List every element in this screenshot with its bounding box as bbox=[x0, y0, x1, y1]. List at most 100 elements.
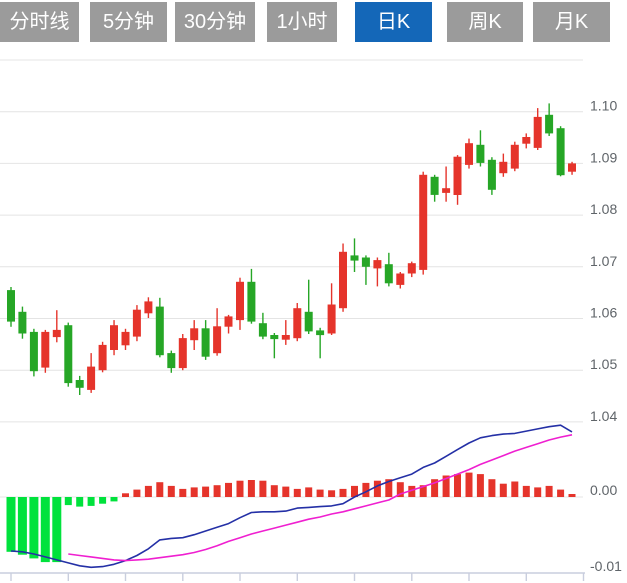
price-gridlines bbox=[0, 59, 583, 423]
candle-down bbox=[270, 333, 279, 359]
macd-bar-positive bbox=[431, 479, 439, 497]
macd-bar-negative bbox=[6, 497, 16, 552]
candle-up bbox=[98, 341, 107, 373]
macd-bar-positive bbox=[247, 480, 255, 497]
macd-bar-positive bbox=[167, 485, 175, 497]
candle-down bbox=[7, 287, 15, 327]
macd-bar-positive bbox=[499, 483, 507, 497]
macd-bar-positive bbox=[511, 481, 519, 497]
macd-bar-positive bbox=[225, 482, 232, 497]
macd-bar-positive bbox=[133, 489, 141, 497]
candle-up bbox=[132, 305, 141, 342]
macd-bar-positive bbox=[328, 490, 336, 497]
candle-down bbox=[201, 320, 210, 360]
macd-bar-negative bbox=[40, 497, 50, 563]
macd-bar-positive bbox=[259, 480, 267, 497]
tab-5min[interactable]: 5分钟 bbox=[90, 2, 167, 42]
price-tick-label: 1.09 bbox=[590, 149, 617, 165]
macd-bar-negative bbox=[76, 497, 84, 507]
macd-bar-positive bbox=[545, 485, 553, 497]
macd-bar-positive bbox=[144, 485, 152, 497]
candle-up bbox=[510, 141, 519, 172]
price-tick-label: 1.04 bbox=[590, 408, 617, 424]
candle-down bbox=[556, 126, 565, 177]
candle-down bbox=[258, 312, 267, 340]
tab-30min[interactable]: 30分钟 bbox=[175, 2, 255, 42]
macd-bar-positive bbox=[419, 485, 427, 497]
tab-label: 周K bbox=[468, 11, 502, 33]
candle-down bbox=[545, 103, 554, 136]
candle-down bbox=[18, 306, 27, 339]
macd-bar-positive bbox=[385, 479, 393, 497]
tab-label: 1小时 bbox=[276, 11, 328, 33]
candle-down bbox=[155, 297, 164, 358]
candle-up bbox=[281, 320, 290, 345]
macd-bar-negative bbox=[17, 497, 27, 555]
candle-up bbox=[121, 328, 130, 350]
candle-up bbox=[407, 261, 416, 278]
macd-bar-negative bbox=[87, 497, 95, 506]
macd-bar-positive bbox=[522, 485, 530, 497]
candle-down bbox=[430, 174, 439, 202]
x-axis bbox=[0, 572, 585, 581]
candle-up bbox=[224, 314, 233, 334]
candle-down bbox=[316, 327, 325, 359]
macd-bar-positive bbox=[190, 487, 198, 497]
macd-bar-positive bbox=[534, 487, 542, 497]
macd-bar-negative bbox=[64, 497, 72, 506]
tab-label: 5分钟 bbox=[102, 11, 155, 33]
macd-bar-positive bbox=[476, 474, 484, 497]
candle-up bbox=[87, 353, 96, 393]
macd-bar-positive bbox=[488, 479, 496, 497]
tab-timeline[interactable]: 分时线 bbox=[0, 2, 79, 42]
candle-up bbox=[453, 155, 462, 205]
tab-weekly-k[interactable]: 周K bbox=[447, 2, 523, 42]
macd-histogram bbox=[6, 472, 576, 563]
tab-monthly-k[interactable]: 月K bbox=[533, 2, 610, 42]
candle-up bbox=[442, 166, 451, 202]
candle-down bbox=[304, 279, 313, 334]
candle-up bbox=[190, 320, 199, 350]
macd-bar-positive bbox=[305, 487, 313, 497]
tab-label: 分时线 bbox=[9, 11, 70, 33]
candle-up bbox=[327, 283, 336, 335]
price-tick-label: 1.07 bbox=[590, 253, 617, 269]
dif-line bbox=[10, 424, 573, 569]
macd-bar-positive bbox=[179, 488, 187, 497]
macd-tick-label: -0.01 bbox=[590, 558, 622, 574]
macd-bar-positive bbox=[396, 482, 404, 497]
candle-up bbox=[522, 133, 531, 149]
price-axis-labels: 1.10 1.09 1.08 1.07 1.06 1.05 1.04 bbox=[590, 98, 617, 424]
candle-up bbox=[499, 153, 508, 177]
macd-bar-positive bbox=[442, 475, 450, 497]
candle-down bbox=[75, 375, 84, 395]
macd-bar-negative bbox=[99, 497, 107, 504]
macd-bar-positive bbox=[362, 482, 370, 497]
candle-down bbox=[476, 130, 485, 167]
candle-down bbox=[29, 328, 38, 377]
tab-daily-k[interactable]: 日K bbox=[355, 2, 432, 42]
price-tick-label: 1.08 bbox=[590, 201, 617, 217]
candle-up bbox=[533, 108, 542, 150]
macd-bar-positive bbox=[465, 472, 473, 497]
candle-up bbox=[110, 320, 118, 356]
macd-bar-positive bbox=[316, 489, 324, 497]
candle-down bbox=[361, 255, 370, 285]
macd-bar-positive bbox=[122, 493, 129, 497]
macd-bar-positive bbox=[293, 488, 301, 497]
candle-up bbox=[419, 171, 428, 275]
tab-1hour[interactable]: 1小时 bbox=[267, 2, 337, 42]
candle-up bbox=[178, 334, 187, 371]
price-tick-label: 1.10 bbox=[590, 98, 617, 114]
macd-bar-positive bbox=[236, 480, 244, 497]
candle-up bbox=[213, 308, 222, 356]
candle-down bbox=[350, 238, 359, 272]
candle-down bbox=[167, 350, 176, 373]
tab-label: 日K bbox=[376, 11, 411, 33]
candle-down bbox=[64, 322, 73, 387]
candle-up bbox=[396, 272, 405, 289]
macd-bar-positive bbox=[373, 480, 381, 497]
period-tabbar: 分时线 5分钟 30分钟 1小时 日K 周K 月K bbox=[0, 2, 627, 42]
